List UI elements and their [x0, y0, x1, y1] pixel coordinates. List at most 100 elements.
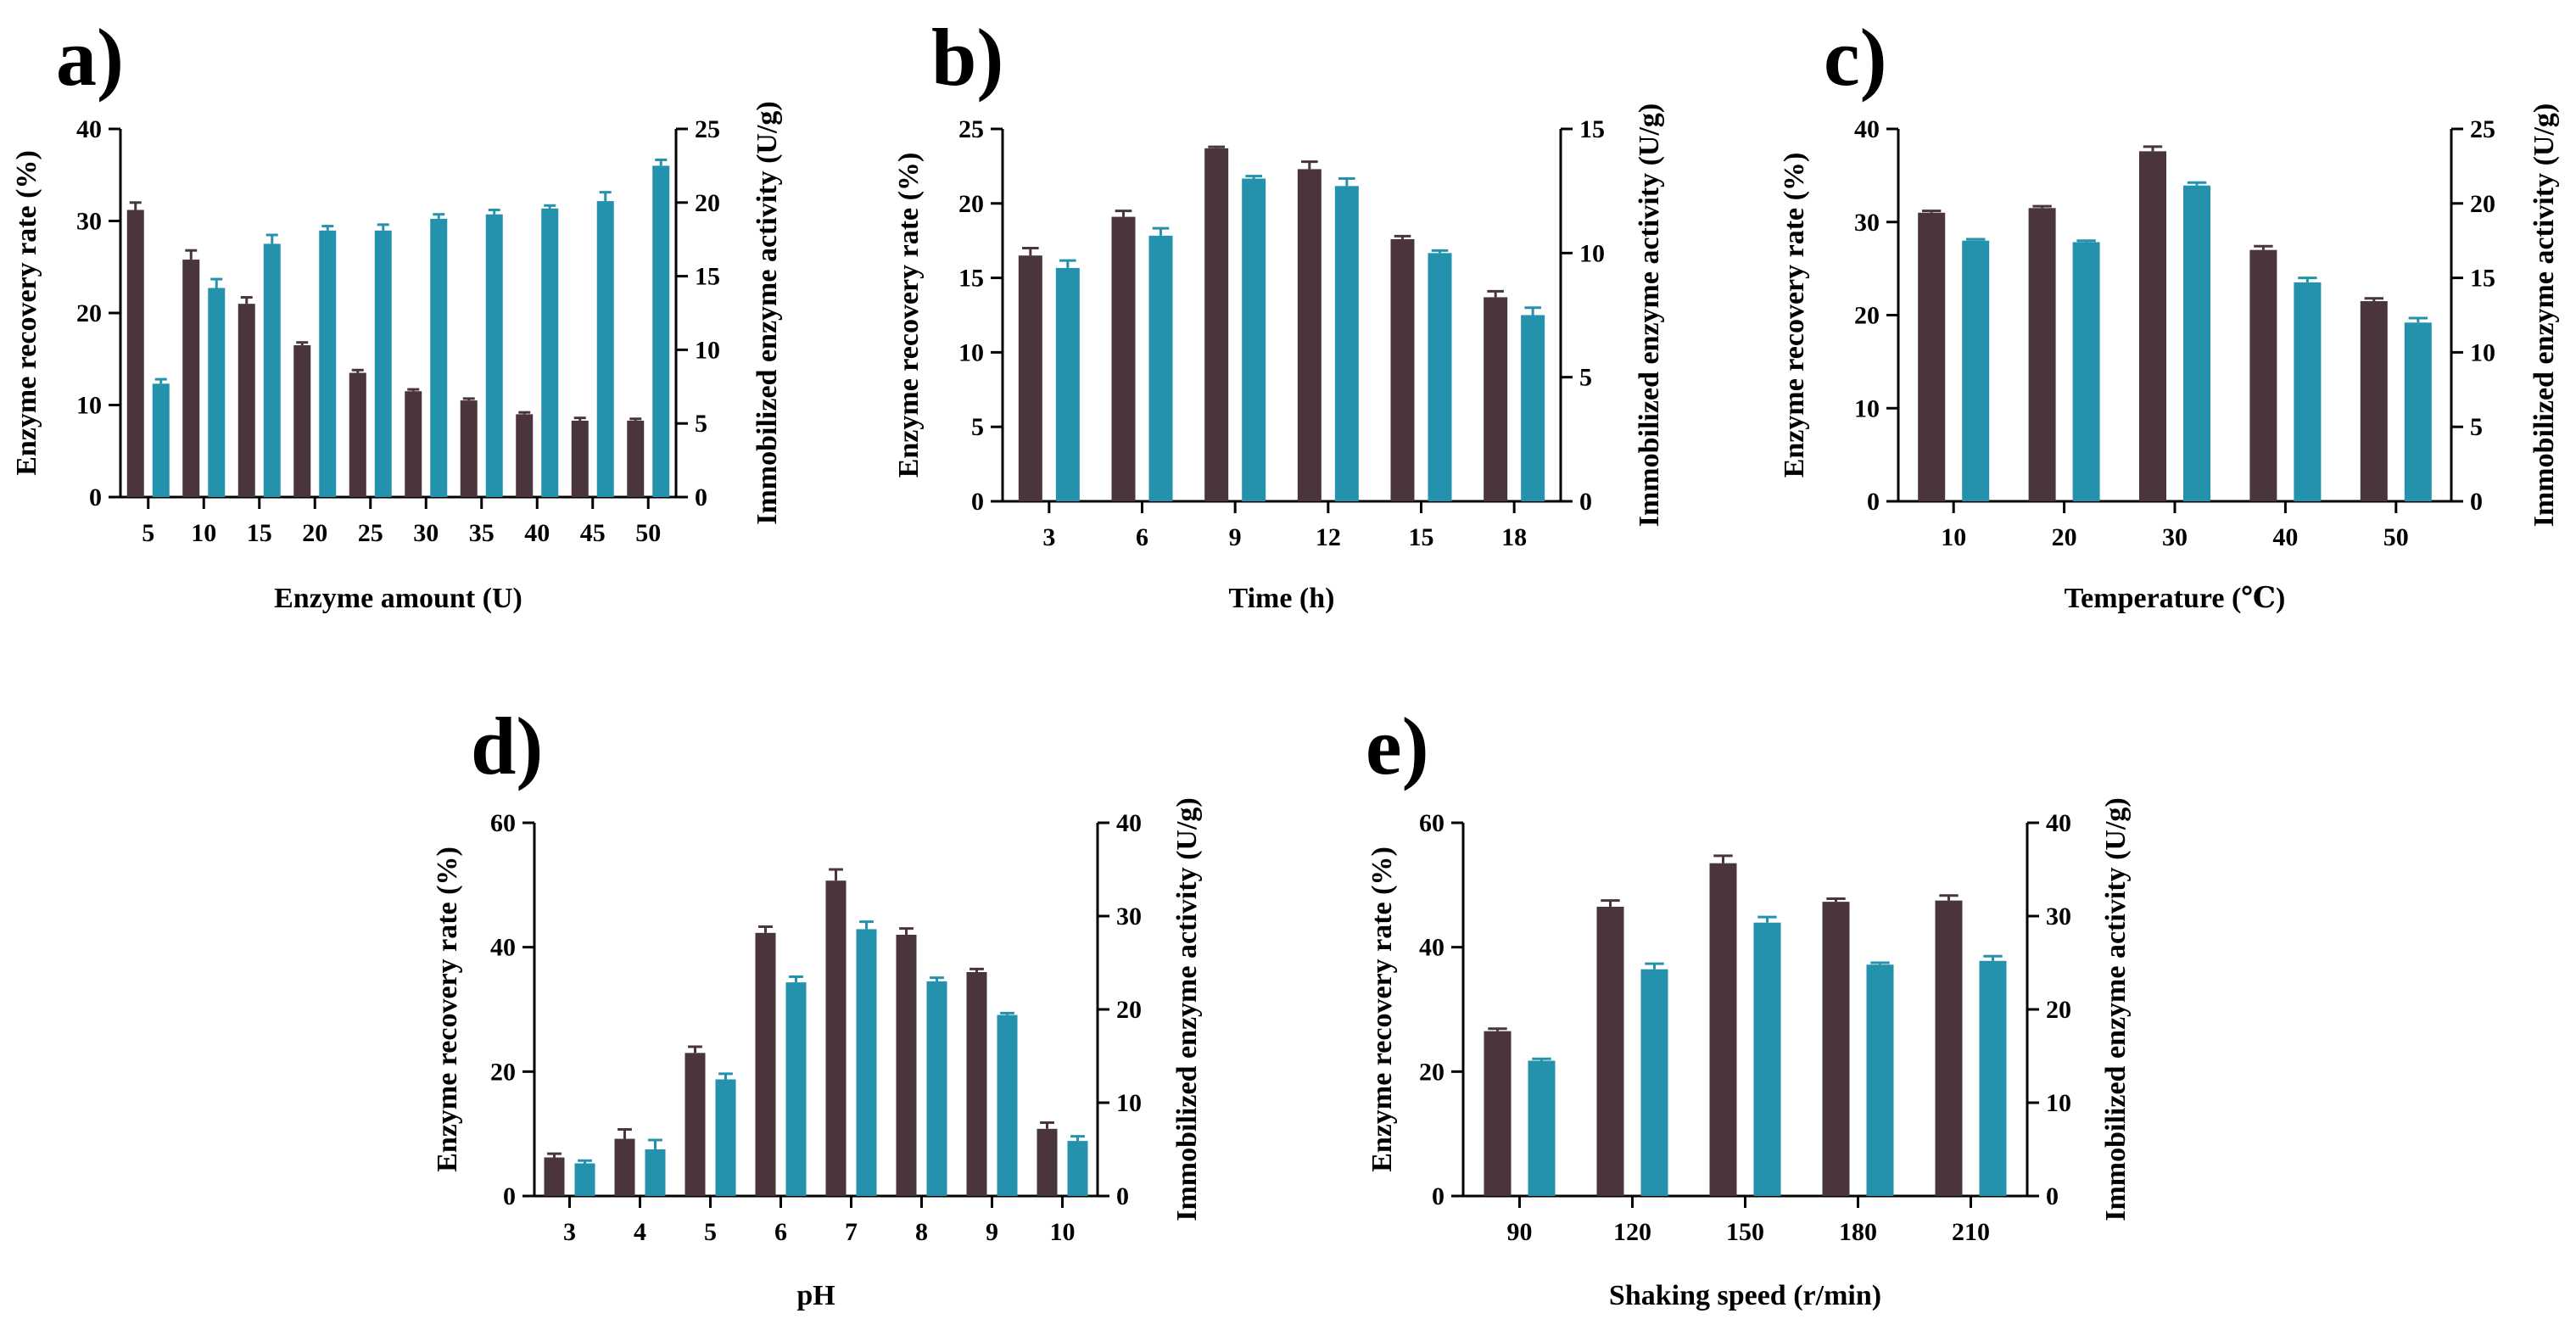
bar-enzyme-activity	[152, 383, 170, 497]
x-tick-label: 20	[302, 519, 327, 547]
bar-enzyme-activity	[1962, 240, 1990, 501]
bar-enzyme-activity	[645, 1149, 666, 1196]
y-tick-label-left: 0	[1432, 1182, 1444, 1210]
x-tick-label: 15	[247, 519, 272, 547]
x-tick-label: 6	[774, 1218, 787, 1246]
bar-enzyme-activity	[785, 982, 807, 1196]
panel-letter: a)	[56, 12, 124, 103]
y-tick-label-left: 20	[490, 1058, 516, 1086]
bar-recovery-rate	[1297, 169, 1322, 502]
y-tick-label-right: 10	[695, 336, 720, 364]
bar-recovery-rate	[460, 400, 478, 497]
x-tick-label: 90	[1507, 1218, 1533, 1246]
x-tick-label: 4	[634, 1218, 646, 1246]
bar-recovery-rate	[405, 391, 422, 497]
y-axis-label-right: Immobilized enzyme activity (U/g)	[1171, 797, 1203, 1221]
bar-recovery-rate	[966, 972, 987, 1196]
y-tick-label-left: 10	[958, 338, 984, 366]
x-tick-label: 12	[1316, 523, 1341, 551]
bar-recovery-rate	[2028, 208, 2056, 501]
bar-enzyme-activity	[574, 1163, 595, 1196]
y-tick-label-left: 15	[958, 265, 984, 293]
panel-letter: b)	[931, 12, 1003, 103]
bar-enzyme-activity	[1640, 969, 1668, 1196]
y-tick-label-right: 15	[2470, 265, 2495, 293]
y-tick-label-left: 30	[1854, 209, 1880, 237]
bar-enzyme-activity	[430, 218, 448, 497]
x-tick-label: 40	[524, 519, 550, 547]
bar-recovery-rate	[627, 420, 645, 497]
y-tick-label-right: 20	[1116, 996, 1142, 1024]
bar-recovery-rate	[1111, 216, 1136, 501]
bar-recovery-rate	[1037, 1128, 1058, 1196]
y-tick-label-left: 40	[1419, 934, 1444, 962]
y-axis-label-right: Immobilized enzyme activity (U/g)	[1634, 103, 1665, 528]
y-tick-label-left: 20	[958, 190, 984, 218]
bar-enzyme-activity	[1067, 1141, 1088, 1196]
y-tick-label-right: 5	[2470, 413, 2483, 441]
bar-enzyme-activity	[1528, 1060, 1556, 1196]
y-axis-label-right: Immobilized enzyme activity (U/g)	[2529, 103, 2560, 528]
x-tick-label: 3	[563, 1218, 576, 1246]
y-tick-label-left: 20	[1419, 1058, 1444, 1086]
y-tick-label-right: 10	[2046, 1089, 2071, 1117]
y-tick-label-left: 40	[490, 934, 516, 962]
x-tick-label: 20	[2052, 523, 2077, 551]
x-axis-label: Temperature (℃)	[2065, 583, 2286, 614]
bar-recovery-rate	[1935, 900, 1963, 1196]
y-tick-label-left: 10	[1854, 394, 1880, 422]
y-tick-label-left: 25	[958, 115, 984, 143]
y-tick-label-right: 5	[695, 410, 707, 438]
x-tick-label: 7	[845, 1218, 858, 1246]
x-axis-label: pH	[796, 1280, 835, 1311]
y-axis-label-left: Enzyme recovery rate (%)	[432, 847, 463, 1172]
bar-recovery-rate	[1822, 902, 1850, 1196]
bar-enzyme-activity	[374, 230, 392, 497]
y-tick-label-right: 25	[695, 115, 720, 143]
panel-letter: e)	[1366, 701, 1429, 791]
x-tick-label: 150	[1726, 1218, 1764, 1246]
y-axis-label-left: Enzyme recovery rate (%)	[1779, 153, 1810, 478]
bar-enzyme-activity	[1979, 960, 2007, 1196]
y-tick-label-left: 0	[503, 1182, 516, 1210]
bar-recovery-rate	[2249, 249, 2277, 501]
y-tick-label-right: 0	[2470, 488, 2483, 516]
bar-enzyme-activity	[319, 230, 337, 497]
x-tick-label: 50	[2383, 523, 2409, 551]
y-tick-label-left: 20	[1854, 302, 1880, 330]
y-axis-label-left: Enzyme recovery rate (%)	[1366, 847, 1398, 1172]
y-tick-label-left: 5	[971, 413, 984, 441]
y-tick-label-right: 10	[2470, 338, 2495, 366]
chart-panel-c: c) 0 10 20 30 40 0 5 10 15 20 25 10 20 30 40 50 Temperatu…	[1779, 12, 2560, 614]
y-tick-label-right: 0	[695, 483, 707, 511]
y-axis-label-right: Immobilized enzyme activity (U/g)	[752, 101, 783, 525]
x-tick-label: 5	[142, 519, 154, 547]
bar-recovery-rate	[2360, 301, 2388, 501]
y-axis-label-left: Enzyme recovery rate (%)	[11, 150, 42, 476]
bar-enzyme-activity	[2294, 282, 2322, 501]
y-tick-label-right: 30	[2046, 903, 2071, 931]
x-tick-label: 10	[1050, 1218, 1076, 1246]
x-tick-label: 30	[2162, 523, 2188, 551]
bar-recovery-rate	[1484, 297, 1508, 501]
bar-recovery-rate	[2139, 151, 2166, 501]
x-axis-label: Time (h)	[1229, 583, 1335, 614]
y-tick-label-left: 40	[76, 115, 102, 143]
y-tick-label-right: 15	[695, 263, 720, 291]
bar-enzyme-activity	[1866, 964, 1894, 1196]
y-tick-label-right: 20	[2470, 190, 2495, 218]
x-tick-label: 15	[1409, 523, 1434, 551]
bar-recovery-rate	[293, 344, 311, 497]
bar-enzyme-activity	[856, 929, 877, 1196]
bar-recovery-rate	[1709, 863, 1737, 1196]
chart-panel-e: e) 0 20 40 60 0 10 20 30 40 90 120 150 180 210 Shaking …	[1366, 701, 2132, 1311]
y-tick-label-left: 20	[76, 299, 102, 327]
y-tick-label-right: 20	[695, 189, 720, 217]
bar-recovery-rate	[544, 1157, 565, 1196]
bar-enzyme-activity	[2183, 185, 2210, 501]
bar-recovery-rate	[1204, 148, 1229, 501]
bar-enzyme-activity	[596, 201, 614, 497]
x-tick-label: 210	[1952, 1218, 1990, 1246]
bar-enzyme-activity	[997, 1014, 1018, 1196]
chart-panel-d: d) 0 20 40 60 0 10 20 30 40 3 4 5 6 7 8 9 10 pH Enzyme reco…	[432, 701, 1203, 1311]
